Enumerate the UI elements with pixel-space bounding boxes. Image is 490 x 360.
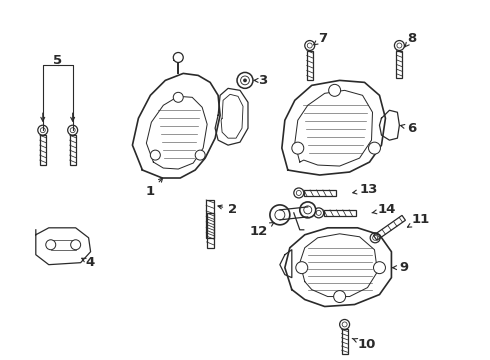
Text: 7: 7 [314, 32, 327, 45]
Bar [342, 329, 347, 354]
Text: 13: 13 [353, 184, 378, 197]
Text: 11: 11 [408, 213, 430, 227]
Circle shape [334, 291, 345, 302]
Circle shape [368, 142, 380, 154]
Text: 3: 3 [254, 74, 267, 87]
Polygon shape [132, 73, 220, 178]
Circle shape [71, 240, 81, 250]
Circle shape [173, 92, 183, 102]
Bar [304, 190, 336, 196]
Bar [307, 50, 313, 80]
Polygon shape [282, 80, 386, 175]
Circle shape [292, 142, 304, 154]
Polygon shape [36, 228, 91, 265]
Text: 5: 5 [53, 54, 62, 67]
Text: 12: 12 [250, 222, 274, 238]
Text: 14: 14 [372, 203, 396, 216]
Circle shape [300, 202, 316, 218]
Circle shape [150, 150, 160, 160]
Circle shape [270, 205, 290, 225]
Text: 6: 6 [401, 122, 416, 135]
Bar [396, 50, 402, 78]
Text: 2: 2 [218, 203, 237, 216]
Circle shape [195, 150, 205, 160]
Polygon shape [280, 250, 292, 278]
Bar [324, 210, 356, 216]
Bar [206, 200, 214, 238]
Polygon shape [215, 88, 248, 145]
Circle shape [329, 84, 341, 96]
Polygon shape [379, 110, 399, 140]
Circle shape [173, 53, 183, 62]
Circle shape [46, 240, 56, 250]
Circle shape [244, 79, 246, 82]
Text: 8: 8 [405, 32, 416, 47]
Circle shape [296, 262, 308, 274]
Bar [70, 135, 75, 165]
Text: 10: 10 [352, 338, 376, 351]
Text: 4: 4 [82, 256, 95, 269]
Bar [207, 213, 214, 248]
Polygon shape [285, 228, 392, 306]
Text: 9: 9 [392, 261, 409, 274]
Bar [40, 135, 46, 165]
Text: 1: 1 [146, 178, 163, 198]
Circle shape [373, 262, 386, 274]
